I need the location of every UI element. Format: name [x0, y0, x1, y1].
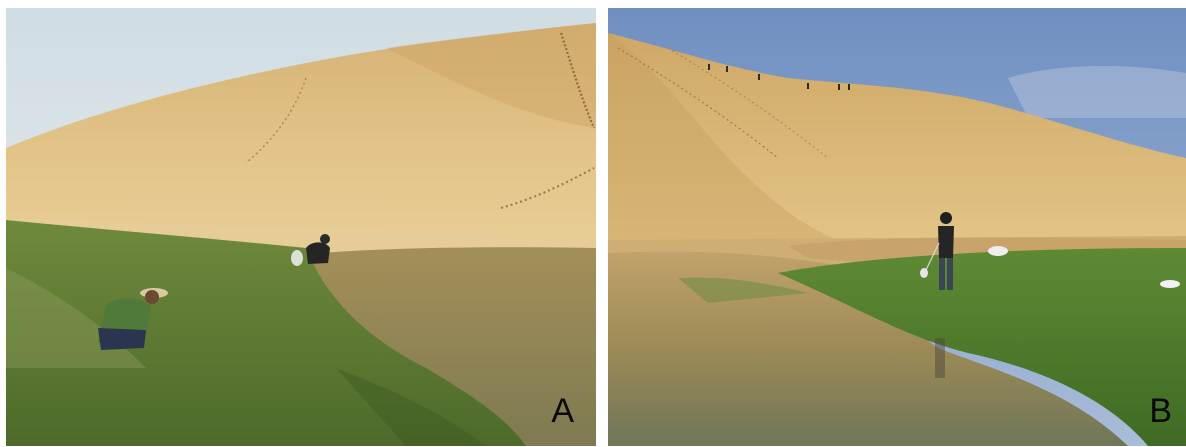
people-on-ridge [708, 64, 850, 90]
panel-label-a: A [551, 392, 574, 430]
dune-pond-photo-a [6, 8, 596, 446]
footprint-trail [617, 47, 779, 159]
grass-patch [6, 220, 526, 446]
sand-dune [6, 23, 596, 253]
footprint-trail [245, 77, 307, 164]
white-bag [1160, 280, 1180, 288]
footprint-trail [559, 32, 596, 129]
footprint-trail [667, 47, 829, 159]
footprint-trail [500, 167, 595, 209]
white-bag [988, 246, 1008, 256]
photo-panel-b: B [608, 8, 1186, 446]
photo-panel-a: A [6, 8, 596, 446]
panel-label-b: B [1149, 392, 1172, 430]
grass-patch [778, 248, 1186, 446]
person-crouching-far [291, 234, 330, 266]
pond-water [608, 251, 1128, 446]
person-standing [920, 212, 954, 290]
person-crouching-left [98, 288, 168, 350]
sand-dune [608, 33, 1186, 240]
dune-pond-photo-b [608, 8, 1186, 446]
